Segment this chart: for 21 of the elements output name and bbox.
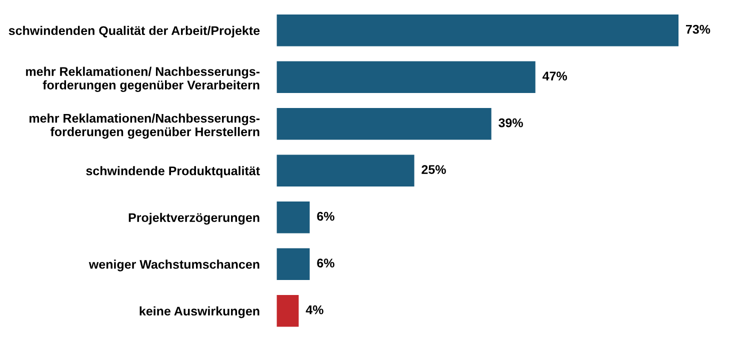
- bar: [276, 14, 679, 46]
- data-label: 47%: [542, 72, 568, 80]
- bar: [276, 248, 310, 280]
- bar: [276, 154, 414, 187]
- bar: [276, 61, 536, 94]
- data-label: 39%: [498, 118, 523, 128]
- y-tick-label: mehr Reklamationen/ Nachbesserungs- forderungen gegenüber Verarbeitern: [26, 66, 260, 92]
- data-label: 4%: [306, 305, 324, 314]
- bar: [276, 108, 492, 140]
- y-tick-label: schwindende Produktqualität: [86, 166, 260, 178]
- y-tick-label: mehr Reklamationen/Nachbesserungs- forderungen gegenüber Herstellern: [30, 114, 260, 139]
- y-tick-label: schwindenden Qualität der Arbeit/Projekte: [8, 26, 260, 38]
- y-tick-label: keine Auswirkungen: [140, 306, 260, 318]
- data-label: 73%: [686, 24, 710, 34]
- data-label: 25%: [422, 165, 446, 174]
- data-label: 6%: [317, 212, 334, 221]
- y-tick-label: weniger Wachstumschancen: [88, 260, 260, 272]
- bar: [276, 201, 310, 234]
- bar: [276, 294, 299, 327]
- data-label: 6%: [317, 258, 334, 268]
- y-tick-label: Projektverzögerungen: [128, 212, 260, 225]
